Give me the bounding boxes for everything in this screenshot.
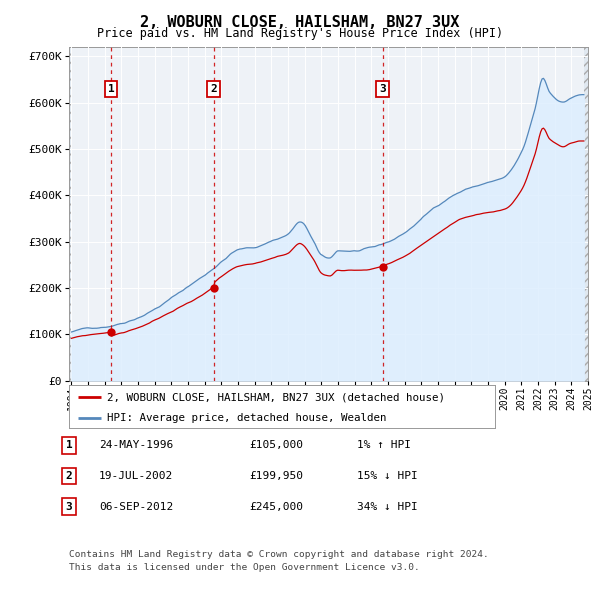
Text: 1: 1 <box>65 441 73 450</box>
Text: Contains HM Land Registry data © Crown copyright and database right 2024.: Contains HM Land Registry data © Crown c… <box>69 550 489 559</box>
Text: 19-JUL-2002: 19-JUL-2002 <box>99 471 173 481</box>
Text: HPI: Average price, detached house, Wealden: HPI: Average price, detached house, Weal… <box>107 414 387 424</box>
Text: 2: 2 <box>211 84 217 94</box>
Text: Price paid vs. HM Land Registry's House Price Index (HPI): Price paid vs. HM Land Registry's House … <box>97 27 503 40</box>
Bar <box>69 47 71 381</box>
Text: £199,950: £199,950 <box>249 471 303 481</box>
Text: £105,000: £105,000 <box>249 441 303 450</box>
Text: 2: 2 <box>65 471 73 481</box>
Text: 24-MAY-1996: 24-MAY-1996 <box>99 441 173 450</box>
Text: 06-SEP-2012: 06-SEP-2012 <box>99 502 173 512</box>
Text: 1: 1 <box>107 84 115 94</box>
Text: 2, WOBURN CLOSE, HAILSHAM, BN27 3UX (detached house): 2, WOBURN CLOSE, HAILSHAM, BN27 3UX (det… <box>107 392 445 402</box>
Text: 2, WOBURN CLOSE, HAILSHAM, BN27 3UX: 2, WOBURN CLOSE, HAILSHAM, BN27 3UX <box>140 15 460 30</box>
Text: 3: 3 <box>379 84 386 94</box>
Text: 3: 3 <box>65 502 73 512</box>
Text: 34% ↓ HPI: 34% ↓ HPI <box>357 502 418 512</box>
Bar <box>584 47 592 381</box>
Text: 1% ↑ HPI: 1% ↑ HPI <box>357 441 411 450</box>
Text: This data is licensed under the Open Government Licence v3.0.: This data is licensed under the Open Gov… <box>69 563 420 572</box>
Text: £245,000: £245,000 <box>249 502 303 512</box>
Text: 15% ↓ HPI: 15% ↓ HPI <box>357 471 418 481</box>
